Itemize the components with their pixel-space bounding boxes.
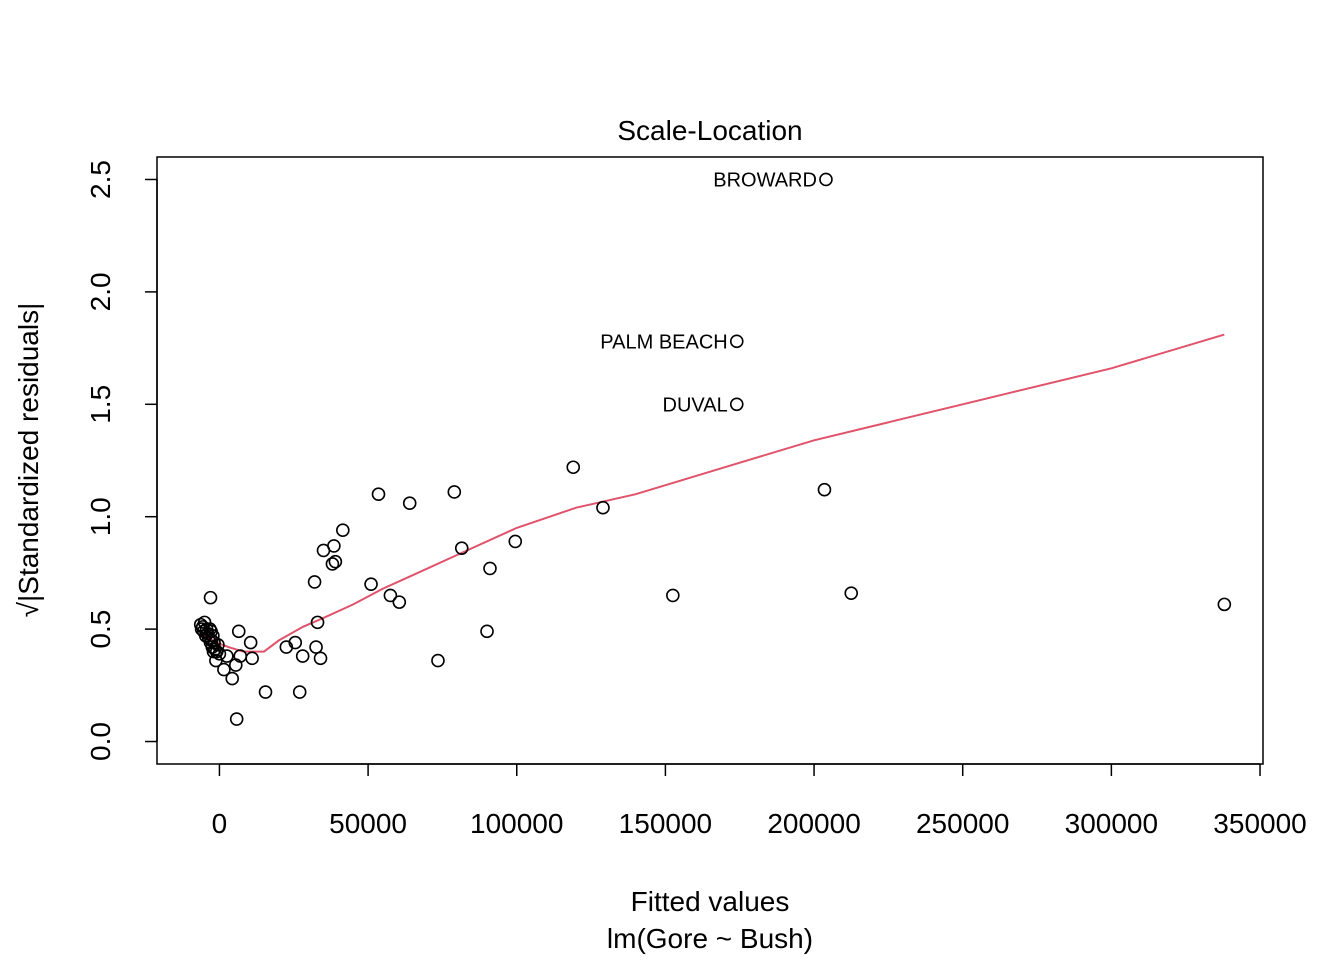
data-point (336, 523, 350, 537)
point-label: BROWARD (713, 169, 817, 191)
data-points (193, 172, 1232, 726)
y-axis-label: √|Standardized residuals| (13, 303, 44, 618)
y-tick-label: 2.5 (85, 160, 116, 199)
x-tick-label: 350000 (1213, 808, 1306, 839)
data-point (1217, 597, 1232, 612)
data-point (596, 500, 610, 515)
data-point (666, 588, 680, 603)
x-tick-label: 250000 (916, 808, 1009, 839)
data-point (844, 586, 859, 600)
data-point (206, 644, 221, 659)
data-point (231, 624, 246, 639)
smooth-line (199, 333, 1225, 653)
y-tick-label: 1.5 (85, 385, 116, 424)
data-point (328, 554, 343, 569)
data-point (288, 635, 303, 650)
data-point (307, 575, 322, 589)
data-point (220, 649, 234, 663)
data-point (729, 397, 744, 412)
data-point (817, 482, 832, 497)
y-tick-label: 0.5 (85, 610, 116, 649)
data-point (447, 485, 462, 499)
data-point (203, 590, 218, 605)
x-axis-label: Fitted values (631, 886, 790, 917)
data-point (309, 640, 323, 654)
data-point (483, 561, 497, 576)
data-point (310, 615, 325, 630)
data-point (454, 541, 469, 555)
x-tick-label: 100000 (470, 808, 563, 839)
data-point (566, 460, 581, 475)
data-point (392, 595, 407, 609)
data-point (245, 651, 259, 666)
x-tick-label: 150000 (619, 808, 712, 839)
data-point (327, 539, 341, 553)
data-point (217, 662, 231, 677)
data-point (225, 671, 240, 686)
x-tick-label: 300000 (1065, 808, 1158, 839)
point-label: DUVAL (663, 394, 728, 416)
data-point (383, 588, 398, 603)
data-point (211, 638, 225, 652)
x-axis: 0 50000 100000 150000 200000 250000 300000 3500… (212, 763, 1307, 839)
data-point (729, 334, 744, 349)
data-point (431, 653, 445, 668)
data-point (258, 685, 273, 699)
x-tick-label: 50000 (329, 808, 407, 839)
data-point (402, 496, 417, 511)
data-point (371, 487, 386, 502)
point-label: PALM BEACH (600, 331, 727, 353)
data-point (480, 624, 494, 639)
y-axis: 0.0 0.5 1.0 1.5 2.0 2.5 (85, 160, 158, 761)
data-point (819, 172, 833, 187)
data-point (364, 577, 378, 591)
y-tick-label: 2.0 (85, 272, 116, 311)
x-tick-label: 200000 (767, 808, 860, 839)
y-tick-label: 0.0 (85, 722, 116, 761)
chart-title: Scale-Location (617, 115, 802, 146)
data-point (325, 557, 340, 571)
data-point (243, 635, 258, 650)
data-point (295, 649, 310, 663)
data-point (313, 651, 328, 666)
x-axis-sublabel: lm(Gore ~ Bush) (607, 923, 813, 954)
point-labels: BROWARD PALM BEACH DUVAL (600, 169, 817, 416)
data-point (508, 534, 523, 549)
y-tick-label: 1.0 (85, 497, 116, 536)
data-point (212, 647, 227, 661)
data-point (292, 685, 307, 699)
data-point (229, 712, 244, 726)
x-tick-label: 0 (212, 808, 228, 839)
